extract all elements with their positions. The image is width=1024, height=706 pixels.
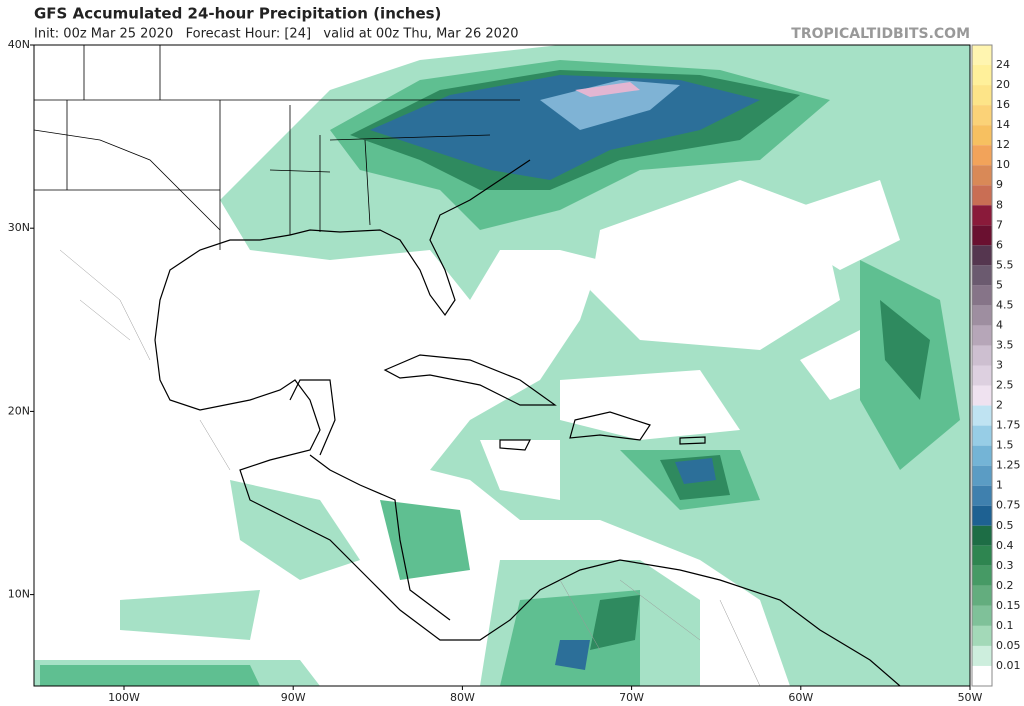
- lon-label: 50W: [958, 691, 983, 704]
- colorbar-swatch: [972, 265, 992, 286]
- colorbar-swatch: [972, 645, 992, 666]
- precip-light-blue: [540, 80, 680, 130]
- lat-label: 30N: [8, 221, 30, 234]
- map: [34, 45, 970, 686]
- puerto-rico: [679, 436, 706, 445]
- colorbar-swatch: [972, 425, 992, 446]
- lat-label: 40N: [8, 38, 30, 51]
- colorbar-swatch: [972, 605, 992, 626]
- colorbar-label: 24: [996, 58, 1010, 71]
- colorbar-label: 7: [996, 218, 1003, 231]
- colorbar-label: 16: [996, 98, 1010, 111]
- colorbar-swatch: [972, 405, 992, 426]
- precip-pink: [575, 82, 640, 97]
- colorbar-swatch: [972, 245, 992, 266]
- colorbar-label: 0.5: [996, 519, 1014, 532]
- colorbar-swatch: [972, 85, 992, 106]
- colorbar-label: 1.5: [996, 439, 1014, 452]
- colorbar-label: 3.5: [996, 338, 1014, 351]
- colorbar-frame: [971, 44, 993, 687]
- watermark: TROPICALTIDBITS.COM: [791, 26, 970, 42]
- colorbar-swatch: [972, 325, 992, 346]
- colorbar-swatch: [972, 625, 992, 646]
- colorbar-swatch: [972, 225, 992, 246]
- colorbar-label: 2.5: [996, 379, 1014, 392]
- colorbar-swatch: [972, 125, 992, 146]
- lon-label: 80W: [450, 691, 475, 704]
- colorbar-swatch: [972, 465, 992, 486]
- colorbar-label: 1.25: [996, 459, 1021, 472]
- colorbar-label: 0.1: [996, 619, 1014, 632]
- colorbar-label: 0.05: [996, 639, 1021, 652]
- central-america: [309, 454, 451, 621]
- colorbar-swatch: [972, 165, 992, 186]
- colorbar-swatch: [972, 365, 992, 386]
- internal-borders: [59, 249, 761, 686]
- precip-blue: [370, 75, 760, 670]
- colorbar-label: 6: [996, 238, 1003, 251]
- colorbar-swatch: [972, 285, 992, 306]
- colorbar-swatch: [972, 565, 992, 586]
- colorbar-label: 8: [996, 198, 1003, 211]
- subtitle: Init: 00z Mar 25 2020 Forecast Hour: [24…: [34, 27, 519, 42]
- axis-labels: 40N 30N 20N 10N 100W 90W 80W 70W 60W 50W: [8, 38, 983, 704]
- colorbar-swatch: [972, 305, 992, 326]
- colorbar-label: 4: [996, 318, 1003, 331]
- colorbar-label: 0.2: [996, 579, 1014, 592]
- lon-label: 60W: [788, 691, 813, 704]
- lat-label: 10N: [8, 588, 30, 601]
- colorbar-label: 0.4: [996, 539, 1014, 552]
- gulf-coast: [154, 159, 901, 686]
- jamaica: [499, 439, 531, 451]
- colorbar-swatch: [972, 505, 992, 526]
- colorbar-label: 0.01: [996, 659, 1021, 672]
- colorbar-swatch: [972, 105, 992, 126]
- lon-label: 100W: [108, 691, 140, 704]
- colorbar-label: 3: [996, 359, 1003, 372]
- colorbar-swatch: [972, 445, 992, 466]
- yucatan: [289, 379, 336, 456]
- colorbar-label: 20: [996, 78, 1010, 91]
- colorbar-swatch: [972, 145, 992, 166]
- colorbar: 24 20 16 14 12 10 9 8 7 6 5.5 5 4.5 4 3.5 3 2.5 2 1.75 1.5 1…: [971, 44, 1021, 687]
- colorbar-label: 0.3: [996, 559, 1014, 572]
- map-frame: [33, 44, 971, 687]
- colorbar-label: 9: [996, 178, 1003, 191]
- us-borders: [34, 45, 520, 250]
- cuba: [383, 354, 557, 406]
- colorbar-label: 2: [996, 399, 1003, 412]
- colorbar-swatch: [972, 385, 992, 406]
- dry-areas: [480, 180, 900, 500]
- lat-label: 20N: [8, 404, 30, 417]
- colorbar-label: 12: [996, 138, 1010, 151]
- colorbar-swatch: [972, 525, 992, 546]
- colorbar-swatch: [972, 485, 992, 506]
- mexico-border: [34, 129, 221, 231]
- colorbar-label: 1: [996, 479, 1003, 492]
- colorbar-label: 10: [996, 158, 1010, 171]
- colorbar-swatch: [972, 665, 992, 686]
- lon-label: 70W: [619, 691, 644, 704]
- colorbar-label: 0.15: [996, 599, 1021, 612]
- colorbar-label: 14: [996, 118, 1010, 131]
- colorbar-label: 1.75: [996, 419, 1021, 432]
- lon-label: 90W: [281, 691, 306, 704]
- colorbar-label: 5: [996, 278, 1003, 291]
- colorbar-label: 0.75: [996, 499, 1021, 512]
- colorbar-swatch: [972, 65, 992, 86]
- colorbar-swatch: [972, 585, 992, 606]
- colorbar-swatch: [972, 345, 992, 366]
- colorbar-swatch: [972, 45, 992, 66]
- colorbar-label: 4.5: [996, 298, 1014, 311]
- colorbar-swatch: [972, 205, 992, 226]
- colorbar-swatch: [972, 185, 992, 206]
- colorbar-label: 5.5: [996, 258, 1014, 271]
- colorbar-swatch: [972, 545, 992, 566]
- title: GFS Accumulated 24-hour Precipitation (i…: [34, 5, 441, 23]
- hispaniola: [569, 411, 651, 441]
